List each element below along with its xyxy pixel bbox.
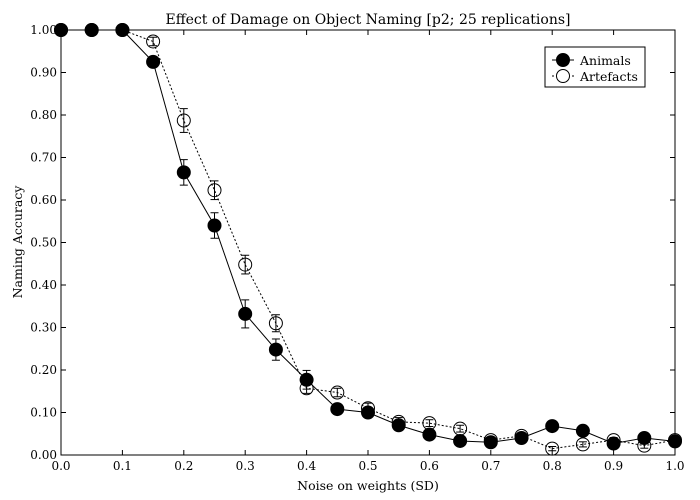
data-point-artefacts	[575, 437, 590, 452]
legend-label-artefacts: Artefacts	[579, 69, 638, 84]
data-point-artefacts	[299, 381, 314, 396]
y-tick-label: 0.20	[30, 363, 57, 377]
series-line-animals	[61, 29, 676, 445]
x-tick-label: 0.8	[543, 459, 562, 473]
y-tick-label: 0.90	[30, 66, 57, 80]
data-point-artefacts	[514, 428, 529, 443]
x-tick-label: 0.9	[604, 459, 623, 473]
x-axis-ticks: 0.0 0.1 0.2 0.3 0.4 0.5 0.6 0.7 0.8 0.9 1.0	[51, 30, 685, 473]
data-point-animals	[268, 342, 283, 357]
y-axis-ticks: 0.00 0.10 0.20 0.30 0.40 0.50 0.60 0.70 0.80 0.90…	[30, 23, 675, 462]
data-point-animals	[330, 402, 345, 417]
x-tick-label: 0.4	[297, 459, 316, 473]
y-tick-label: 0.70	[30, 151, 57, 165]
data-point-artefacts	[637, 438, 652, 453]
series-artefacts	[54, 23, 682, 456]
data-point-animals	[207, 218, 222, 233]
data-point-artefacts	[115, 23, 130, 37]
data-point-artefacts	[176, 113, 191, 128]
chart-title: Effect of Damage on Object Naming [p2; 2…	[165, 12, 570, 28]
data-point-animals	[176, 165, 191, 180]
data-point-animals	[637, 431, 652, 445]
x-tick-label: 0.2	[174, 459, 193, 473]
legend-marker-animals	[556, 53, 570, 67]
y-tick-label: 0.30	[30, 321, 57, 335]
x-tick-label: 1.0	[665, 459, 684, 473]
legend-marker-artefacts	[556, 69, 570, 83]
y-axis-label: Naming Accuracy	[10, 185, 25, 299]
y-tick-label: 1.00	[30, 23, 57, 37]
y-tick-label: 0.10	[30, 406, 57, 420]
data-point-artefacts	[453, 421, 468, 436]
data-point-artefacts	[268, 316, 283, 331]
x-tick-label: 0.1	[113, 459, 132, 473]
x-tick-label: 0.5	[358, 459, 377, 473]
x-tick-label: 0.7	[481, 459, 500, 473]
data-point-animals	[422, 427, 437, 442]
x-tick-label: 0.6	[420, 459, 439, 473]
y-tick-label: 0.40	[30, 278, 57, 292]
y-tick-label: 0.60	[30, 193, 57, 207]
data-point-animals	[545, 419, 560, 434]
x-tick-label: 0.3	[236, 459, 255, 473]
data-point-artefacts	[545, 441, 560, 456]
data-point-artefacts	[330, 385, 345, 400]
data-point-artefacts	[361, 401, 375, 416]
data-point-artefacts	[238, 257, 253, 272]
series-layer	[54, 23, 682, 456]
data-point-artefacts	[606, 433, 621, 448]
data-point-animals	[575, 423, 590, 438]
legend: Animals Artefacts	[544, 46, 646, 88]
y-tick-label: 0.00	[30, 448, 57, 462]
data-point-artefacts	[483, 433, 498, 448]
data-point-animals	[238, 306, 253, 321]
data-point-artefacts	[207, 183, 222, 198]
data-point-animals	[146, 54, 161, 69]
data-point-artefacts	[84, 23, 99, 37]
data-point-artefacts	[54, 23, 68, 37]
y-tick-label: 0.80	[30, 108, 57, 122]
data-point-artefacts	[146, 34, 161, 49]
x-axis-label: Noise on weights (SD)	[297, 478, 439, 493]
data-point-animals	[453, 433, 468, 448]
x-tick-label: 0.0	[51, 459, 70, 473]
series-line-artefacts	[61, 29, 676, 450]
plot-frame	[60, 29, 676, 456]
data-point-artefacts	[391, 414, 406, 429]
legend-label-animals: Animals	[579, 53, 631, 68]
data-point-artefacts	[668, 433, 682, 448]
y-tick-label: 0.50	[30, 236, 57, 250]
data-point-artefacts	[422, 416, 437, 431]
